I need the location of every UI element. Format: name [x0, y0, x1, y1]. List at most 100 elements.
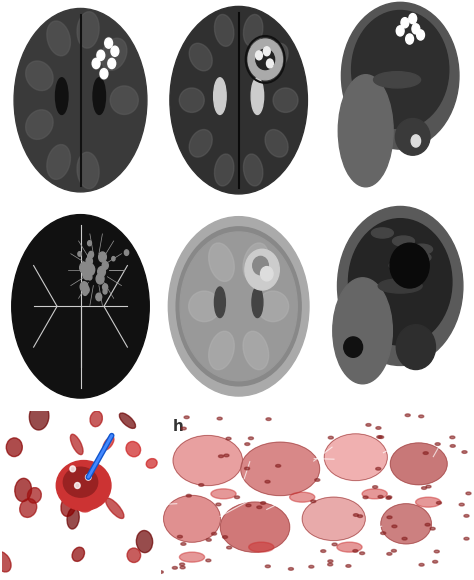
- Text: f: f: [325, 215, 332, 230]
- Circle shape: [87, 263, 94, 273]
- Circle shape: [206, 539, 211, 541]
- Circle shape: [411, 135, 420, 147]
- Circle shape: [245, 467, 250, 470]
- Ellipse shape: [410, 244, 433, 255]
- Ellipse shape: [244, 154, 263, 186]
- Circle shape: [83, 286, 89, 293]
- Ellipse shape: [261, 267, 273, 281]
- Ellipse shape: [381, 504, 431, 544]
- Circle shape: [377, 436, 382, 438]
- Circle shape: [245, 443, 250, 445]
- Circle shape: [409, 13, 417, 24]
- Circle shape: [223, 536, 228, 538]
- Circle shape: [309, 566, 314, 568]
- Ellipse shape: [164, 495, 220, 542]
- Ellipse shape: [253, 256, 268, 275]
- Ellipse shape: [265, 44, 288, 71]
- Circle shape: [82, 269, 91, 280]
- Circle shape: [186, 494, 191, 497]
- Text: b: b: [167, 9, 178, 23]
- Circle shape: [173, 567, 177, 569]
- Ellipse shape: [56, 461, 111, 510]
- Text: c: c: [325, 9, 334, 23]
- Ellipse shape: [137, 531, 153, 553]
- Circle shape: [216, 503, 221, 506]
- Circle shape: [378, 495, 383, 498]
- Circle shape: [459, 503, 464, 506]
- Circle shape: [70, 466, 75, 472]
- Circle shape: [105, 38, 112, 48]
- Circle shape: [386, 496, 391, 499]
- Ellipse shape: [93, 78, 106, 114]
- Circle shape: [158, 571, 163, 574]
- Circle shape: [88, 253, 91, 259]
- Ellipse shape: [214, 14, 234, 46]
- Ellipse shape: [302, 497, 365, 541]
- Circle shape: [255, 51, 263, 60]
- Ellipse shape: [395, 118, 430, 155]
- Circle shape: [88, 274, 92, 280]
- Ellipse shape: [189, 129, 212, 157]
- Circle shape: [360, 552, 365, 554]
- Ellipse shape: [244, 14, 263, 46]
- Ellipse shape: [265, 129, 288, 157]
- Ellipse shape: [119, 413, 136, 429]
- Ellipse shape: [82, 489, 92, 499]
- Circle shape: [466, 492, 471, 495]
- Text: g: g: [9, 419, 19, 434]
- Ellipse shape: [27, 488, 41, 503]
- Ellipse shape: [173, 436, 242, 485]
- Circle shape: [315, 478, 320, 481]
- Circle shape: [87, 259, 91, 263]
- Circle shape: [379, 436, 383, 438]
- Ellipse shape: [26, 61, 53, 90]
- Circle shape: [181, 543, 186, 545]
- Circle shape: [199, 484, 204, 486]
- Circle shape: [401, 17, 409, 28]
- Ellipse shape: [337, 542, 362, 552]
- Circle shape: [89, 251, 93, 258]
- Ellipse shape: [341, 2, 459, 149]
- Circle shape: [346, 564, 351, 567]
- Circle shape: [85, 474, 91, 480]
- Ellipse shape: [15, 478, 32, 502]
- Ellipse shape: [71, 434, 83, 455]
- Ellipse shape: [47, 21, 71, 56]
- Circle shape: [265, 480, 270, 483]
- Circle shape: [426, 485, 431, 488]
- Circle shape: [227, 546, 232, 549]
- Circle shape: [100, 68, 108, 79]
- Ellipse shape: [243, 331, 269, 369]
- Circle shape: [405, 414, 410, 416]
- Circle shape: [180, 563, 185, 566]
- Circle shape: [96, 293, 102, 301]
- Ellipse shape: [110, 86, 138, 114]
- Circle shape: [180, 566, 185, 569]
- Circle shape: [96, 274, 104, 284]
- Circle shape: [462, 451, 467, 454]
- Circle shape: [437, 502, 441, 504]
- Circle shape: [328, 563, 333, 566]
- Ellipse shape: [64, 467, 98, 497]
- Circle shape: [102, 262, 108, 269]
- Ellipse shape: [392, 236, 414, 246]
- Ellipse shape: [248, 39, 283, 80]
- Circle shape: [261, 502, 265, 504]
- Ellipse shape: [290, 492, 315, 502]
- Circle shape: [266, 59, 273, 68]
- Ellipse shape: [103, 437, 114, 450]
- Circle shape: [332, 543, 337, 546]
- Ellipse shape: [127, 548, 141, 563]
- Circle shape: [82, 289, 88, 295]
- Ellipse shape: [209, 243, 234, 281]
- Circle shape: [246, 504, 251, 507]
- Ellipse shape: [352, 10, 449, 129]
- Circle shape: [97, 50, 105, 60]
- Ellipse shape: [77, 152, 99, 188]
- Ellipse shape: [333, 278, 392, 384]
- Ellipse shape: [249, 542, 274, 552]
- Circle shape: [402, 537, 407, 540]
- Circle shape: [392, 525, 397, 528]
- Circle shape: [206, 559, 211, 562]
- Ellipse shape: [389, 260, 411, 271]
